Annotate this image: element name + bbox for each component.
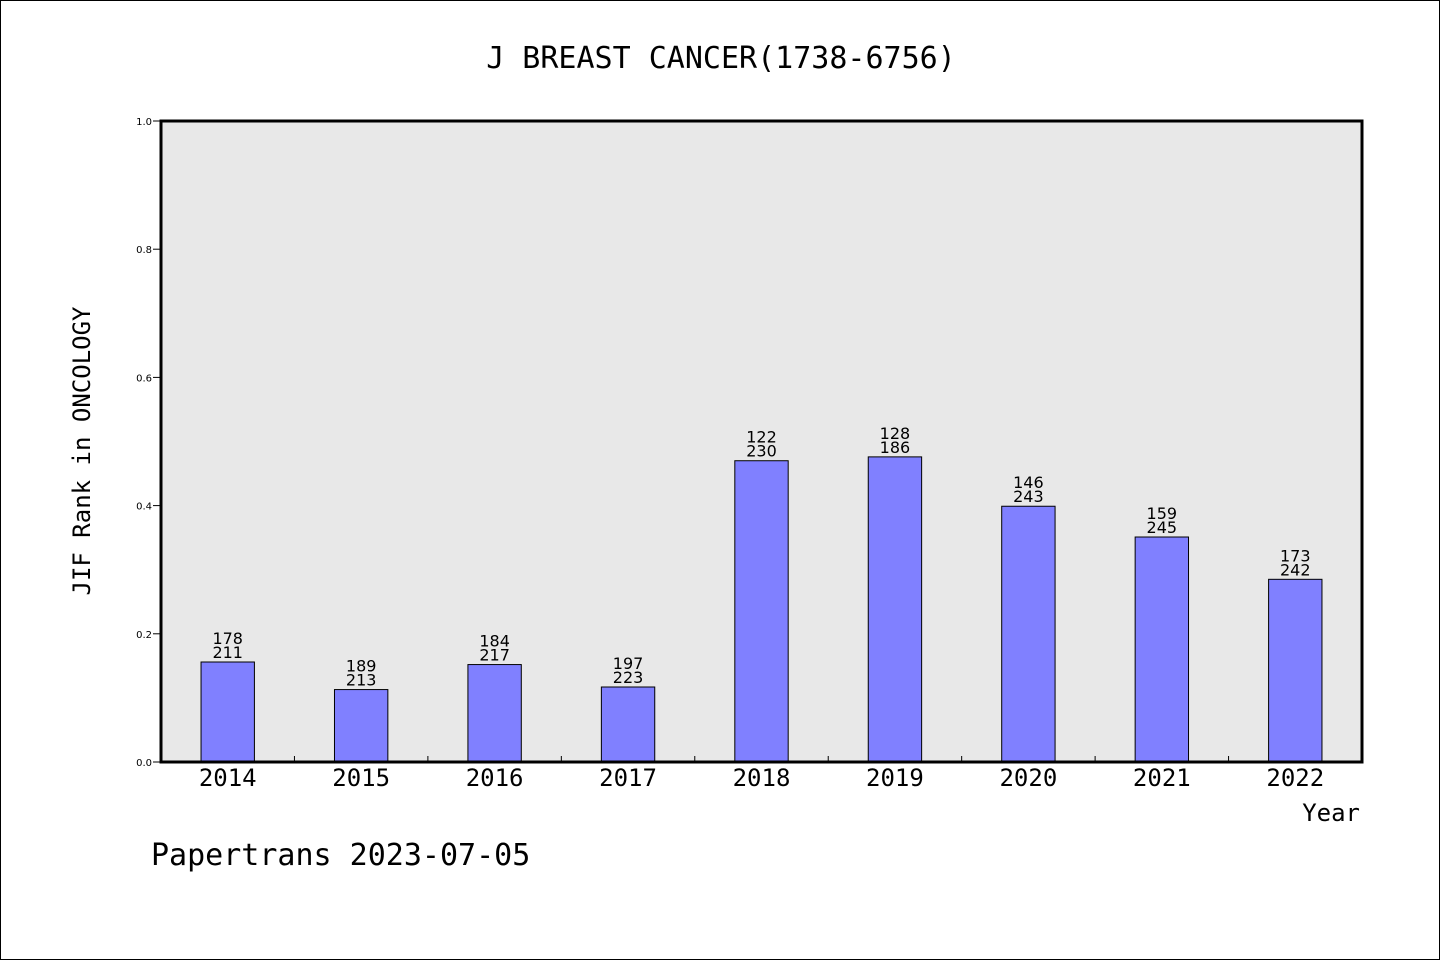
y-tick-label: 1.0 [136, 117, 152, 128]
bar-total-label: 211 [212, 643, 243, 662]
bar-2016 [467, 664, 522, 763]
y-tick-label: 0.0 [136, 758, 152, 769]
x-tick-label: 2021 [1133, 764, 1191, 792]
bar-rank-label: 197 [613, 654, 644, 673]
chart-title: J BREAST CANCER(1738-6756) [486, 41, 956, 76]
footer-credit: Papertrans 2023-07-05 [151, 838, 530, 873]
bar-2021 [1134, 536, 1190, 763]
x-axis-label: Year [1302, 799, 1360, 827]
x-tick-label: 2015 [332, 764, 390, 792]
bar-2018 [734, 460, 789, 763]
y-tick-label: 0.2 [136, 630, 152, 641]
x-tick-label: 2016 [466, 764, 524, 792]
y-tick-label: 0.4 [136, 502, 152, 513]
bar-2015 [333, 689, 389, 763]
bar-rank-label: 122 [746, 428, 777, 447]
x-tick-label: 2020 [999, 764, 1057, 792]
bar-total-label: 243 [1013, 487, 1044, 506]
bar-total-label: 186 [880, 438, 911, 457]
bar-rank-label: 159 [1147, 504, 1178, 523]
x-tick-label: 2022 [1266, 764, 1324, 792]
y-tick-label: 0.6 [136, 373, 152, 384]
y-tick-label: 0.8 [136, 245, 152, 256]
bar-2020 [1001, 505, 1056, 763]
bar-2019 [867, 456, 923, 763]
bar-total-label: 213 [346, 671, 377, 690]
bar-2022 [1268, 578, 1323, 763]
x-tick-label: 2018 [733, 764, 791, 792]
bar-2014 [200, 661, 255, 763]
bar-rank-label: 173 [1280, 546, 1311, 565]
bar-total-label: 217 [479, 646, 510, 665]
x-tick-label: 2017 [599, 764, 657, 792]
bar-total-label: 245 [1147, 518, 1178, 537]
bar-total-label: 223 [613, 668, 644, 687]
bar-rank-label: 184 [479, 632, 510, 651]
bar-rank-label: 128 [880, 424, 911, 443]
bar-total-label: 230 [746, 442, 777, 461]
bar-rank-label: 189 [346, 657, 377, 676]
x-tick-label: 2014 [199, 764, 257, 792]
bar-2017 [600, 686, 656, 763]
plot-border [159, 119, 1364, 764]
x-tick-label: 2019 [866, 764, 924, 792]
bar-rank-label: 146 [1013, 473, 1044, 492]
bar-total-label: 242 [1280, 560, 1311, 579]
bar-rank-label: 178 [212, 629, 243, 648]
y-axis-label: JIF Rank in ONCOLOGY [68, 306, 96, 596]
